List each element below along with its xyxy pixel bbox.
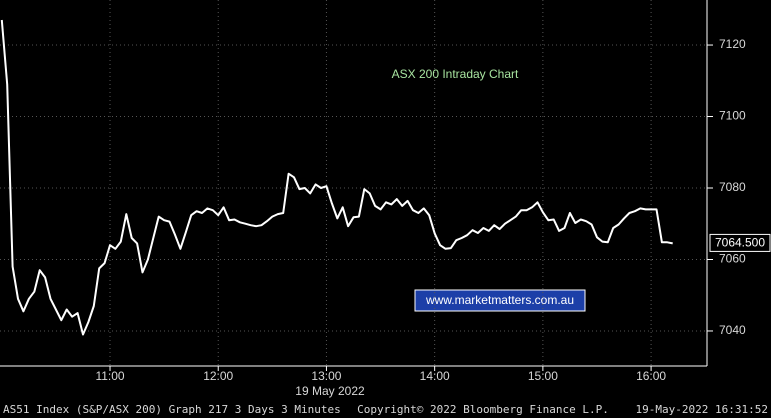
watermark-box (414, 289, 586, 312)
x-tick-label: 15:00 (528, 369, 558, 383)
x-tick-label: 11:00 (95, 369, 124, 383)
footer-left: AS51 Index (S&P/ASX 200) Graph 217 3 Day… (3, 403, 341, 416)
y-tick-label: 7080 (719, 180, 746, 194)
footer-right: 19-May-2022 16:31:52 (636, 403, 768, 416)
y-tick-label: 7120 (719, 37, 746, 51)
annotation: ASX 200 Intraday Chart (392, 67, 519, 81)
y-tick-label: 7100 (719, 109, 746, 123)
x-tick-label: 16:00 (636, 369, 666, 383)
x-tick-label: 13:00 (311, 369, 341, 383)
footer-center: Copyright© 2022 Bloomberg Finance L.P. (357, 403, 609, 416)
x-axis-label: 19 May 2022 (295, 384, 365, 398)
y-tick-label: 7040 (719, 323, 746, 337)
watermark: www.marketmatters.com.au (425, 293, 574, 307)
price-line (0, 19, 673, 336)
last-price-box (709, 233, 771, 252)
x-tick-label: 12:00 (203, 369, 233, 383)
y-tick-label: 7060 (719, 252, 746, 266)
last-price-label: 7064.500 (715, 236, 765, 250)
x-tick-label: 14:00 (420, 369, 450, 383)
